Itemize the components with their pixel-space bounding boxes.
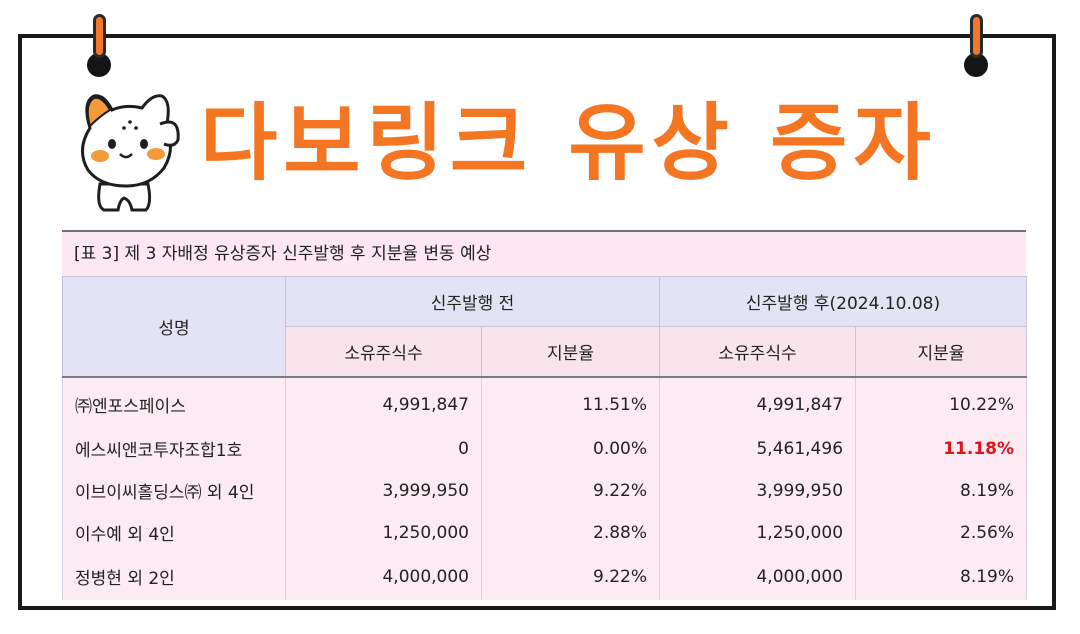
ratio-before: 9.22% (480, 553, 661, 600)
page-title: 다보링크 유상 증자 (200, 94, 937, 192)
pin-icon (93, 14, 106, 58)
shares-before: 3,999,950 (285, 469, 482, 512)
ratio-before: 11.51% (480, 376, 661, 428)
table-row: 이브이씨홀딩스㈜ 외 4인 3,999,950 9.22% 3,999,950 … (62, 469, 1028, 512)
pin-icon (970, 14, 983, 58)
subheader-ratio-after: 지분율 (855, 326, 1028, 378)
shareholder-name: 에스씨앤코투자조합1호 (62, 427, 286, 470)
shareholder-name: 이수예 외 4인 (62, 511, 286, 554)
after-issue-header: 신주발행 후(2024.10.08) (659, 276, 1028, 327)
cat-mascot-icon (81, 94, 180, 212)
table-row: 정병현 외 2인 4,000,000 9.22% 4,000,000 8.19% (62, 553, 1028, 600)
ratio-after: 8.19% (855, 469, 1028, 512)
shares-before: 1,250,000 (285, 511, 482, 554)
ratio-after: 10.22% (855, 376, 1028, 428)
shareholding-table: 성명 신주발행 전 신주발행 후(2024.10.08) 소유주식수 지분율 소… (62, 276, 1028, 600)
shareholder-name: 이브이씨홀딩스㈜ 외 4인 (62, 469, 286, 512)
ratio-before: 0.00% (480, 427, 661, 470)
subheader-shares-after: 소유주식수 (659, 326, 857, 378)
table-row: ㈜엔포스페이스 4,991,847 11.51% 4,991,847 10.22… (62, 376, 1028, 428)
table-caption: [표 3] 제 3 자배정 유상증자 신주발행 후 지분율 변동 예상 (62, 230, 1026, 276)
shares-before: 0 (285, 427, 482, 470)
shares-before: 4,000,000 (285, 553, 482, 600)
name-column-header: 성명 (62, 276, 286, 378)
ratio-before: 2.88% (480, 511, 661, 554)
subheader-ratio-before: 지분율 (480, 326, 661, 378)
shareholder-name: 정병현 외 2인 (62, 553, 286, 600)
before-issue-header: 신주발행 전 (284, 276, 661, 327)
shares-after: 3,999,950 (659, 469, 857, 512)
ratio-after: 8.19% (855, 553, 1028, 600)
ratio-after: 2.56% (855, 511, 1028, 554)
subheader-shares-before: 소유주식수 (285, 326, 482, 378)
shares-before: 4,991,847 (285, 376, 482, 428)
table-row: 이수예 외 4인 1,250,000 2.88% 1,250,000 2.56% (62, 511, 1028, 554)
shares-after: 1,250,000 (659, 511, 857, 554)
ratio-after-highlight: 11.18% (855, 427, 1028, 470)
shares-after: 5,461,496 (659, 427, 857, 470)
shareholder-name: ㈜엔포스페이스 (62, 376, 286, 428)
ratio-before: 9.22% (480, 469, 661, 512)
shares-after: 4,991,847 (659, 376, 857, 428)
table-row: 에스씨앤코투자조합1호 0 0.00% 5,461,496 11.18% (62, 427, 1028, 470)
shares-after: 4,000,000 (659, 553, 857, 600)
